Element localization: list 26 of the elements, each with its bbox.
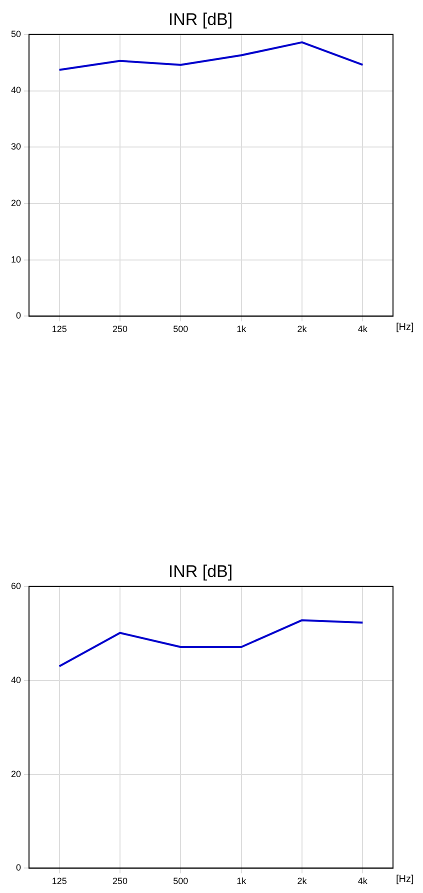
x-axis-title: [Hz] [396,322,414,333]
x-tick-label: 4k [358,876,368,886]
y-tick-label: 50 [10,28,22,39]
x-tick-label: 2k [297,324,308,334]
x-tick-label: 500 [173,876,188,886]
y-tick-label: 60 [10,580,22,591]
x-tick-label: 125 [52,324,67,334]
y-tick-label: 30 [10,142,22,152]
chart-title: INR [dB] [168,562,233,581]
y-tick-label: 0 [16,310,22,321]
y-tick-label: 40 [10,674,22,685]
x-tick-label: 250 [112,324,128,334]
y-tick-label: 40 [10,85,22,96]
x-axis-title: [Hz] [396,874,414,885]
x-tick-label: 500 [173,324,188,334]
chart-title: INR [dB] [168,10,233,29]
x-tick-label: 1k [236,324,247,334]
x-tick-label: 4k [358,324,368,334]
y-tick-label: 20 [10,768,22,779]
y-tick-label: 20 [10,198,22,208]
x-tick-label: 2k [297,876,308,886]
x-tick-label: 125 [52,876,67,886]
x-tick-label: 1k [236,876,247,886]
y-tick-label: 10 [10,254,22,264]
x-tick-label: 250 [112,876,128,886]
y-tick-label: 0 [16,862,22,873]
